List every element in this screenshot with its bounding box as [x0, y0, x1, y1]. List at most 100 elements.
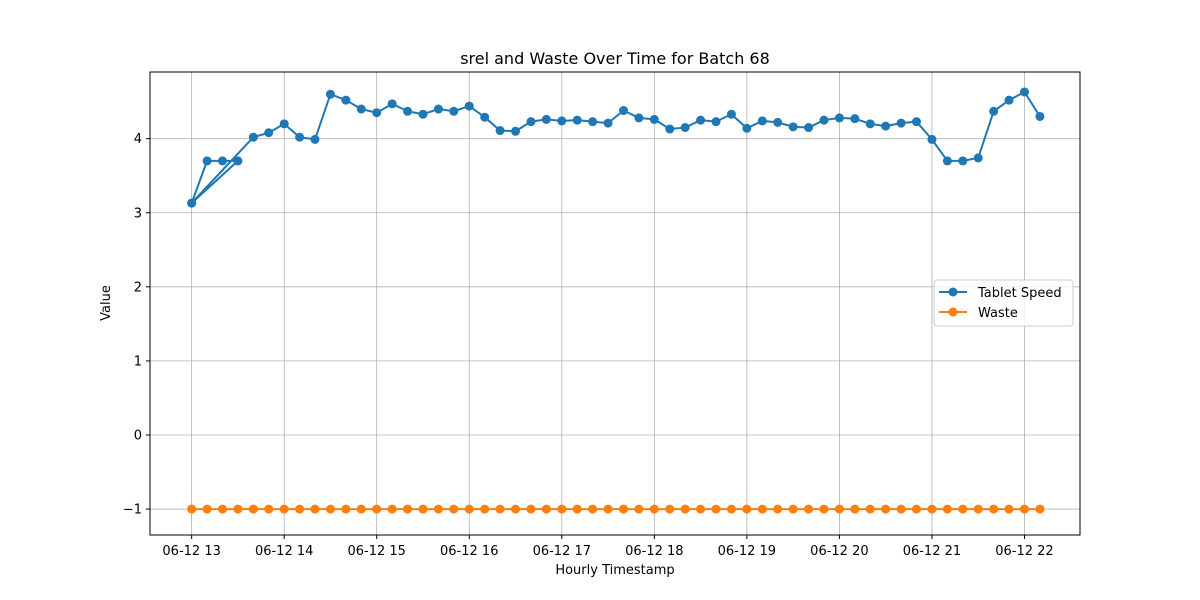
data-point — [387, 504, 397, 514]
series-waste — [187, 504, 1045, 514]
data-point — [464, 504, 474, 514]
legend: Tablet Speed Waste — [933, 279, 1074, 327]
data-point — [649, 114, 659, 124]
data-point — [603, 118, 613, 128]
data-point — [1004, 504, 1014, 514]
data-point — [680, 123, 690, 133]
legend-marker-waste — [948, 307, 958, 317]
data-point — [911, 504, 921, 514]
data-point — [526, 504, 536, 514]
data-point — [541, 114, 551, 124]
data-point — [187, 198, 197, 208]
data-point — [557, 116, 567, 126]
data-point — [572, 115, 582, 125]
axis-ticks: −1 0 1 2 3 4 06-12 13 06-12 14 06-12 15 06-12 16 0… — [123, 132, 1054, 559]
data-point — [1004, 95, 1014, 105]
data-point — [279, 119, 289, 129]
data-point — [511, 126, 521, 136]
data-point — [588, 117, 598, 127]
data-point — [649, 504, 659, 514]
data-point — [433, 104, 443, 114]
data-point — [418, 109, 428, 119]
y-tick-label: 3 — [134, 206, 142, 221]
legend-label-tablet-speed: Tablet Speed — [977, 286, 1062, 301]
data-point — [696, 504, 706, 514]
data-point — [896, 504, 906, 514]
data-point — [248, 504, 258, 514]
data-point — [557, 504, 567, 514]
y-axis-label: Value — [99, 285, 114, 321]
data-point — [742, 123, 752, 133]
data-point — [526, 117, 536, 127]
data-point — [634, 504, 644, 514]
data-point — [819, 504, 829, 514]
data-point — [202, 504, 212, 514]
data-point — [989, 106, 999, 116]
data-point — [726, 504, 736, 514]
data-point — [233, 156, 243, 166]
data-point — [356, 504, 366, 514]
data-point — [804, 123, 814, 133]
data-point — [911, 117, 921, 127]
data-point — [1035, 504, 1045, 514]
data-point — [619, 504, 629, 514]
data-point — [295, 504, 305, 514]
data-point — [464, 101, 474, 111]
data-point — [588, 504, 598, 514]
data-point — [973, 153, 983, 163]
data-point — [927, 134, 937, 144]
x-tick-label: 06-12 21 — [903, 544, 961, 559]
x-tick-label: 06-12 20 — [810, 544, 868, 559]
data-point — [372, 504, 382, 514]
data-point — [804, 504, 814, 514]
series-layer — [187, 87, 1045, 514]
data-point — [773, 504, 783, 514]
x-tick-label: 06-12 14 — [255, 544, 313, 559]
data-point — [449, 504, 459, 514]
x-tick-label: 06-12 13 — [162, 544, 220, 559]
data-point — [865, 119, 875, 129]
plot-frame — [149, 71, 1081, 536]
data-point — [603, 504, 613, 514]
data-point — [973, 504, 983, 514]
data-point — [850, 114, 860, 124]
x-tick-label: 06-12 17 — [533, 544, 591, 559]
data-point — [511, 504, 521, 514]
series-tablet-speed — [187, 87, 1045, 208]
grid-lines — [150, 72, 1080, 535]
data-point — [850, 504, 860, 514]
data-point — [726, 109, 736, 119]
data-point — [942, 156, 952, 166]
data-point — [341, 95, 351, 105]
data-point — [325, 89, 335, 99]
data-point — [958, 504, 968, 514]
data-point — [403, 504, 413, 514]
data-point — [248, 132, 258, 142]
data-point — [757, 504, 767, 514]
data-point — [233, 504, 243, 514]
data-point — [896, 118, 906, 128]
data-point — [1035, 111, 1045, 121]
data-point — [310, 134, 320, 144]
legend-marker-tablet-speed — [948, 287, 958, 297]
data-point — [495, 504, 505, 514]
data-point — [449, 106, 459, 116]
data-point — [295, 132, 305, 142]
y-tick-label: 1 — [134, 354, 142, 369]
data-point — [665, 504, 675, 514]
data-point — [387, 99, 397, 109]
data-point — [865, 504, 875, 514]
data-point — [634, 113, 644, 123]
data-point — [495, 126, 505, 136]
data-point — [619, 106, 629, 116]
data-point — [680, 504, 690, 514]
data-point — [341, 504, 351, 514]
data-point — [356, 104, 366, 114]
data-point — [264, 504, 274, 514]
data-point — [942, 504, 952, 514]
data-point — [834, 504, 844, 514]
data-point — [881, 504, 891, 514]
x-tick-label: 06-12 19 — [718, 544, 776, 559]
